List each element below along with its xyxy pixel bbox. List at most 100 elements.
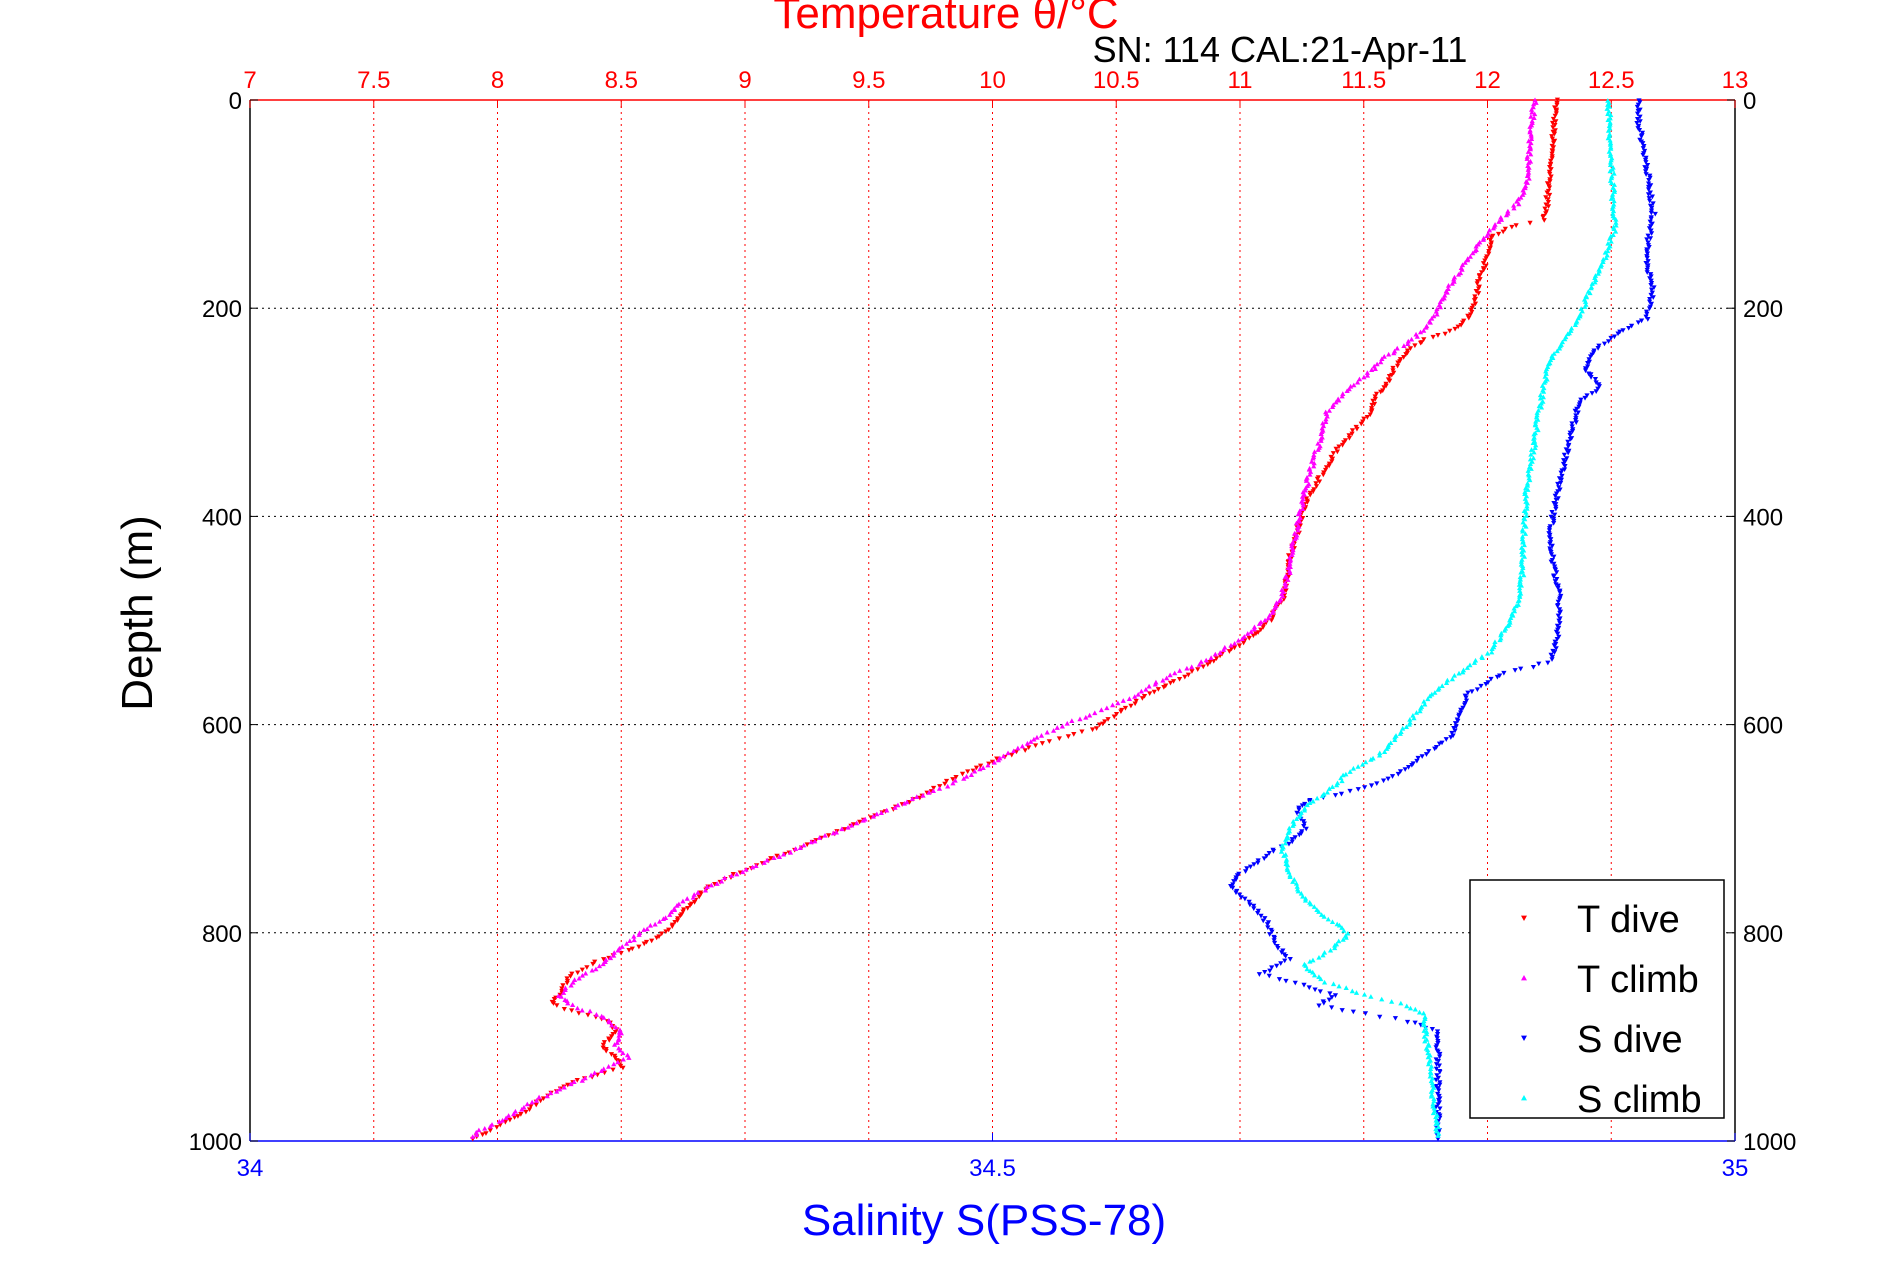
data-point	[1465, 257, 1471, 263]
data-point	[1551, 561, 1557, 567]
data-point	[1530, 664, 1537, 670]
data-point	[610, 1067, 616, 1073]
data-point	[776, 854, 783, 859]
data-point	[1404, 1003, 1410, 1009]
data-point	[1323, 419, 1329, 424]
data-point	[721, 875, 728, 881]
data-point	[1285, 862, 1291, 868]
right-tick-label: 600	[1743, 713, 1783, 740]
data-point	[914, 794, 920, 799]
data-point	[1607, 168, 1613, 174]
data-point	[1528, 114, 1534, 119]
data-point	[1369, 367, 1375, 373]
data-point	[1524, 154, 1530, 159]
data-point	[1282, 840, 1288, 846]
data-point	[1567, 432, 1573, 438]
data-point	[1395, 360, 1401, 366]
data-point	[1451, 725, 1457, 731]
data-point	[1436, 1097, 1442, 1103]
data-point	[1377, 750, 1383, 756]
data-point	[607, 955, 614, 961]
data-point	[1319, 793, 1326, 798]
data-point	[1647, 276, 1653, 281]
data-point	[663, 929, 669, 935]
data-point	[1535, 427, 1541, 433]
data-point	[528, 1104, 534, 1110]
data-point	[1290, 879, 1296, 884]
data-point	[1629, 323, 1635, 329]
data-point	[1555, 631, 1561, 637]
data-point	[1283, 953, 1289, 959]
data-point	[1463, 698, 1470, 704]
data-point	[816, 835, 823, 840]
data-point	[1311, 463, 1317, 469]
data-point	[612, 1029, 619, 1035]
data-point	[1412, 1006, 1418, 1012]
data-point	[1433, 1121, 1439, 1126]
data-point	[1310, 798, 1316, 804]
data-point	[1400, 725, 1406, 731]
data-point	[1466, 315, 1472, 321]
data-point	[1369, 402, 1375, 408]
data-point	[1195, 667, 1201, 672]
data-point	[1434, 306, 1440, 312]
data-point	[524, 1101, 530, 1107]
data-point	[1455, 324, 1461, 330]
data-point	[1313, 481, 1319, 486]
data-point	[1346, 435, 1353, 441]
data-point	[1390, 368, 1396, 373]
data-point	[647, 922, 654, 928]
data-point	[1437, 299, 1443, 305]
data-point	[1647, 297, 1653, 302]
data-point	[787, 849, 794, 855]
data-point	[1551, 643, 1557, 648]
data-point	[1549, 654, 1556, 660]
data-point	[1422, 701, 1428, 707]
data-point	[1321, 914, 1327, 919]
data-point	[943, 778, 950, 784]
data-point	[521, 1104, 527, 1110]
data-point	[1332, 993, 1339, 998]
data-point	[1648, 210, 1654, 216]
data-point	[1300, 500, 1306, 506]
data-point	[1297, 508, 1303, 514]
data-point	[1350, 1009, 1356, 1015]
data-point	[1255, 860, 1261, 866]
data-point	[1302, 506, 1308, 512]
data-point	[1232, 640, 1238, 646]
data-point	[1320, 472, 1326, 478]
data-point	[1579, 308, 1585, 314]
data-point	[1098, 707, 1104, 713]
data-point	[901, 800, 908, 806]
data-point	[1208, 655, 1214, 660]
data-point	[1307, 492, 1313, 498]
data-point	[1315, 441, 1321, 446]
legend-item: T dive	[1521, 899, 1680, 941]
data-point	[1543, 202, 1549, 208]
data-point	[1548, 174, 1554, 180]
data-point	[1473, 243, 1479, 249]
data-point	[1412, 343, 1418, 349]
data-point	[1395, 771, 1401, 777]
data-point	[570, 1002, 576, 1008]
data-point	[780, 851, 787, 857]
legend-item: S dive	[1521, 1019, 1683, 1061]
data-point	[1480, 261, 1487, 266]
data-point	[1403, 352, 1409, 357]
data-point	[1329, 784, 1336, 790]
data-point	[1553, 646, 1559, 651]
data-point	[1531, 449, 1537, 455]
data-point	[749, 864, 756, 870]
data-point	[1428, 1066, 1434, 1072]
legend-label: T climb	[1577, 959, 1699, 1001]
data-point	[1648, 231, 1655, 236]
data-point	[1077, 716, 1083, 722]
data-point	[1592, 279, 1598, 285]
data-point	[1578, 397, 1584, 403]
data-point	[1347, 769, 1353, 774]
data-point	[830, 830, 837, 836]
data-point	[1547, 357, 1554, 363]
data-point	[1329, 456, 1336, 462]
data-point	[544, 1093, 550, 1099]
data-point	[1283, 858, 1289, 864]
